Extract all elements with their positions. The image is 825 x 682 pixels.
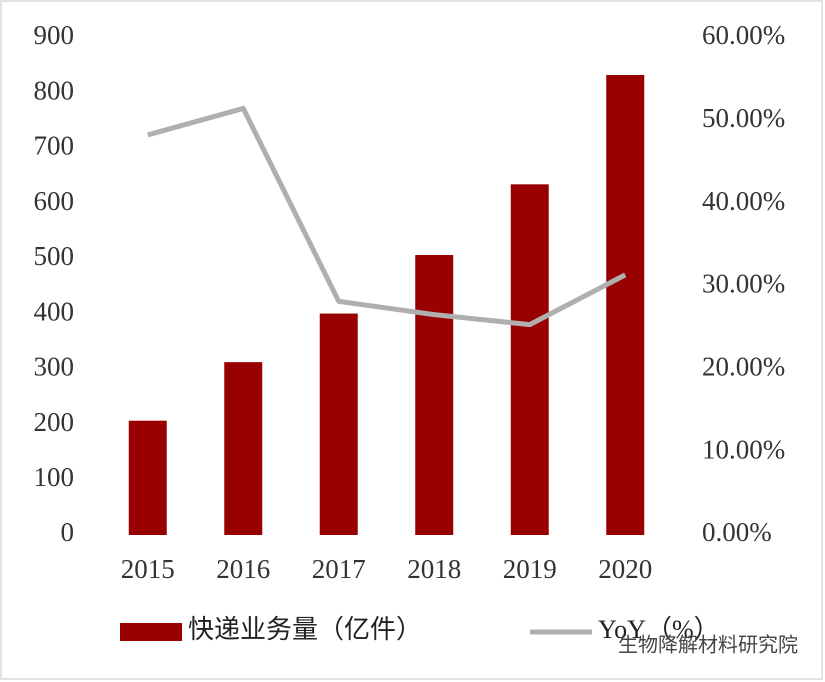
y-tick-label: 500	[34, 241, 75, 271]
y2-tick-label: 50.00%	[702, 103, 785, 133]
legend-swatch	[120, 623, 182, 641]
bar	[606, 74, 645, 535]
y-tick-label: 900	[34, 20, 75, 50]
bar	[319, 313, 358, 535]
bar	[415, 255, 454, 536]
y-tick-label: 200	[34, 407, 75, 437]
y-tick-label: 400	[34, 296, 75, 326]
x-tick-label: 2017	[312, 554, 366, 584]
y2-tick-label: 10.00%	[702, 434, 785, 464]
x-tick-label: 2019	[503, 554, 557, 584]
x-tick-label: 2015	[121, 554, 175, 584]
bar	[128, 420, 167, 535]
bar	[224, 362, 263, 535]
y2-tick-label: 40.00%	[702, 186, 785, 216]
watermark: 生物降解材料研究院	[618, 633, 798, 657]
bar	[510, 184, 549, 536]
y2-tick-label: 20.00%	[702, 352, 785, 382]
line	[147, 105, 627, 328]
x-tick-label: 2018	[407, 554, 461, 584]
y-tick-label: 300	[34, 352, 75, 382]
legend-label: 快递业务量（亿件）	[188, 615, 422, 644]
y-tick-label: 800	[34, 75, 75, 105]
x-tick-label: 2020	[598, 554, 652, 584]
y-tick-label: 100	[34, 462, 75, 492]
y-tick-label: 700	[34, 131, 75, 161]
legend-label: YoY（%）	[598, 615, 720, 644]
x-tick-label: 2016	[216, 554, 270, 584]
y-tick-label: 600	[34, 186, 75, 216]
y2-tick-label: 0.00%	[702, 517, 772, 547]
y2-tick-label: 30.00%	[702, 269, 785, 299]
y-tick-label: 0	[61, 517, 75, 547]
y2-tick-label: 60.00%	[702, 20, 785, 50]
